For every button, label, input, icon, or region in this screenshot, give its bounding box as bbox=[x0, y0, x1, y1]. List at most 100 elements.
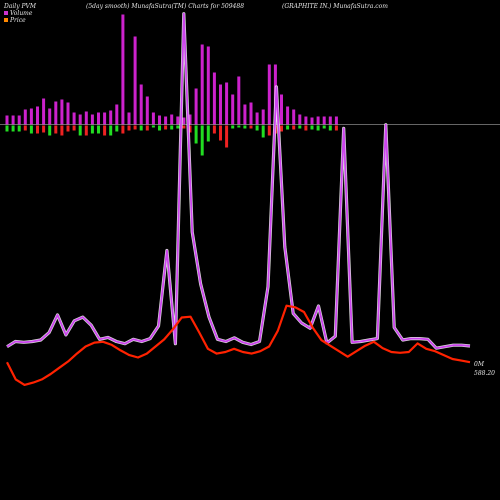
legend-label-price: Price bbox=[9, 17, 26, 24]
down-bar bbox=[280, 125, 283, 132]
volume-bar bbox=[5, 115, 9, 125]
volume-bar bbox=[60, 99, 64, 125]
header-center-left: (5day smooth) MunafaSutra(TM) Charts for… bbox=[86, 3, 244, 10]
volume-bar bbox=[127, 112, 131, 125]
down-bar bbox=[182, 125, 186, 129]
down-bar bbox=[212, 125, 216, 134]
up-bar bbox=[231, 125, 235, 129]
up-bar bbox=[139, 125, 143, 131]
up-bar bbox=[170, 125, 174, 130]
price-volume-lines bbox=[6, 12, 471, 386]
volume-bar bbox=[97, 112, 100, 125]
volume-bar bbox=[194, 88, 198, 125]
volume-bar bbox=[133, 36, 137, 125]
volume-bar bbox=[36, 106, 39, 125]
volume-bar bbox=[151, 112, 155, 125]
volume-bar bbox=[231, 94, 235, 125]
down-bar bbox=[249, 125, 253, 129]
up-bar bbox=[243, 125, 247, 129]
volume-bar bbox=[243, 104, 247, 125]
up-bar bbox=[29, 125, 33, 134]
up-bar bbox=[97, 125, 100, 134]
down-bar bbox=[292, 125, 296, 130]
volume-bar bbox=[42, 98, 46, 125]
volume-bar bbox=[176, 116, 180, 125]
up-bar bbox=[48, 125, 52, 136]
volume-bar bbox=[334, 116, 338, 125]
volume-bar bbox=[182, 117, 186, 125]
down-bar bbox=[60, 125, 64, 136]
down-bar bbox=[84, 125, 88, 136]
down-bar bbox=[66, 125, 70, 132]
volume-bar bbox=[316, 116, 320, 125]
right-label-price: 588.20 bbox=[474, 370, 495, 377]
volume-bar bbox=[78, 114, 82, 125]
volume-bar bbox=[72, 112, 76, 125]
up-bar bbox=[90, 125, 94, 134]
up-bar bbox=[158, 125, 161, 131]
volume-bar bbox=[267, 64, 271, 125]
volume-bar bbox=[17, 115, 21, 125]
legend: Volume Price bbox=[4, 10, 33, 24]
up-bar bbox=[17, 125, 21, 132]
up-bar bbox=[286, 125, 290, 130]
volume-bar bbox=[109, 110, 113, 125]
up-bar bbox=[11, 125, 15, 132]
up-bar bbox=[322, 125, 326, 129]
right-label-volume: 0M bbox=[474, 361, 485, 368]
down-bar bbox=[225, 125, 229, 148]
down-bar bbox=[23, 125, 27, 131]
down-bar bbox=[121, 125, 125, 134]
volume-bar bbox=[90, 114, 94, 125]
up-bar bbox=[176, 125, 180, 129]
volume-bar bbox=[286, 106, 290, 125]
down-bar bbox=[42, 125, 46, 133]
down-bar bbox=[334, 125, 338, 131]
volume-bar bbox=[29, 108, 33, 125]
legend-swatch-volume bbox=[4, 11, 8, 15]
down-bar bbox=[164, 125, 168, 130]
up-bar bbox=[261, 125, 265, 138]
header-center-right: (GRAPHITE IN.) MunafaSutra.com bbox=[282, 3, 388, 10]
volume-bar bbox=[66, 102, 70, 125]
down-bar bbox=[188, 125, 192, 133]
volume-bar bbox=[322, 116, 326, 125]
volume-line bbox=[6, 12, 471, 350]
volume-bar bbox=[328, 116, 332, 125]
down-bar bbox=[133, 125, 137, 130]
up-bar bbox=[200, 125, 204, 156]
legend-label-volume: Volume bbox=[10, 10, 33, 17]
volume-bar bbox=[188, 114, 192, 125]
volume-bars bbox=[5, 14, 338, 156]
up-bar bbox=[237, 125, 241, 128]
up-bar bbox=[298, 125, 302, 129]
volume-bar bbox=[170, 114, 174, 125]
volume-bar bbox=[219, 84, 222, 125]
legend-swatch-price bbox=[4, 18, 8, 22]
volume-bar bbox=[225, 82, 229, 125]
up-bar bbox=[78, 125, 82, 136]
volume-bar bbox=[23, 109, 27, 125]
volume-bar bbox=[48, 108, 52, 125]
volume-bar bbox=[292, 109, 296, 125]
volume-bar bbox=[200, 44, 204, 125]
volume-bar bbox=[54, 101, 58, 125]
volume-bar bbox=[206, 46, 210, 125]
up-bar bbox=[316, 125, 320, 131]
volume-bar bbox=[261, 109, 265, 125]
up-bar bbox=[5, 125, 9, 132]
volume-bar bbox=[164, 116, 168, 125]
down-bar bbox=[219, 125, 222, 141]
volume-bar bbox=[115, 104, 119, 125]
down-bar bbox=[267, 125, 271, 136]
down-bar bbox=[304, 125, 308, 131]
volume-bar bbox=[139, 84, 143, 125]
up-bar bbox=[109, 125, 113, 136]
volume-bar bbox=[145, 96, 149, 125]
down-bar bbox=[103, 125, 107, 136]
volume-bar bbox=[310, 117, 314, 125]
volume-bar bbox=[212, 72, 216, 125]
volume-bar bbox=[103, 112, 107, 125]
